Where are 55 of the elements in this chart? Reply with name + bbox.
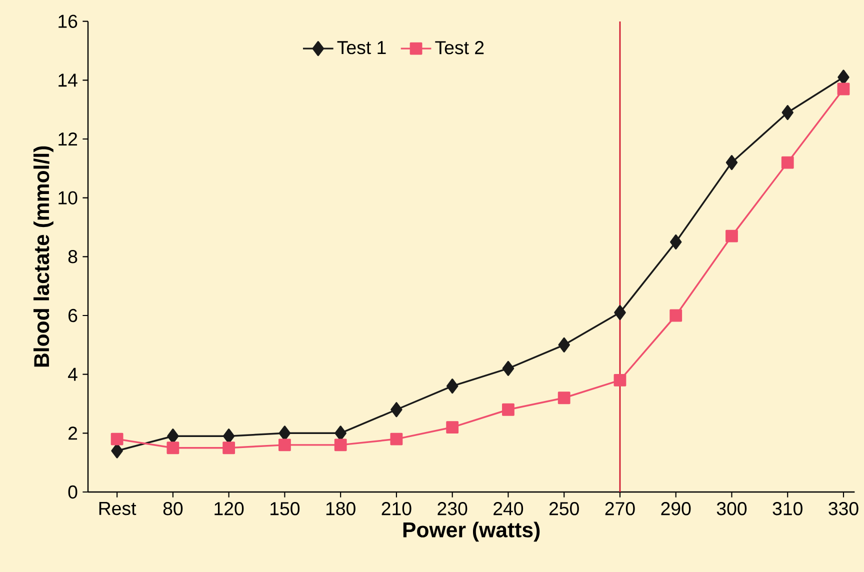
legend-label: Test 2	[435, 41, 484, 54]
point	[558, 392, 570, 404]
point	[781, 156, 794, 169]
x-tick-label: 250	[549, 502, 579, 516]
point	[390, 432, 403, 446]
x-tick-label: 180	[326, 502, 356, 516]
x-tick-label: 230	[438, 502, 468, 516]
point	[111, 443, 123, 458]
point	[838, 70, 850, 85]
point	[334, 438, 347, 452]
point	[222, 442, 236, 454]
y-tick-label: 8	[68, 250, 78, 264]
point	[837, 82, 850, 96]
point	[446, 421, 459, 434]
point	[110, 432, 124, 446]
y-tick-label: 2	[68, 426, 78, 440]
point	[782, 104, 794, 120]
x-tick-label: 210	[382, 502, 412, 516]
point	[614, 305, 626, 320]
point	[167, 428, 179, 444]
x-axis-title: Power (watts)	[403, 522, 540, 542]
y-tick-label: 10	[58, 191, 78, 204]
point	[222, 428, 235, 444]
y-tick-label: 12	[58, 132, 78, 146]
point	[446, 378, 458, 394]
x-tick-label: 300	[716, 502, 747, 516]
x-tick-label: 270	[605, 502, 635, 516]
point	[278, 426, 291, 441]
y-tick-label: 6	[68, 308, 78, 322]
point	[334, 426, 346, 441]
x-tick-label: Rest	[99, 502, 136, 516]
y-tick-label: 0	[68, 485, 78, 499]
x-tick-label: 120	[214, 502, 244, 516]
point	[726, 230, 738, 242]
point	[670, 309, 682, 322]
y-tick-label: 14	[58, 74, 78, 87]
x-tick-label: 240	[494, 502, 524, 516]
point	[670, 234, 682, 250]
x-tick-label: 330	[828, 502, 858, 516]
point	[502, 360, 514, 376]
x-tick-label: 310	[772, 502, 802, 516]
point	[390, 402, 402, 418]
y-tick-label: 16	[58, 14, 78, 28]
point	[614, 374, 626, 386]
x-tick-label: 290	[661, 502, 691, 516]
y-axis-title: Blood lactate (mmol/l)	[33, 146, 54, 367]
point	[502, 403, 514, 416]
point	[726, 155, 738, 170]
point	[166, 442, 180, 454]
x-tick-label: 80	[163, 502, 183, 516]
point	[278, 438, 291, 452]
legend-label: Test 1	[337, 41, 386, 54]
y-tick-label: 4	[68, 368, 78, 381]
point	[558, 337, 570, 352]
x-tick-label: 150	[270, 502, 300, 516]
